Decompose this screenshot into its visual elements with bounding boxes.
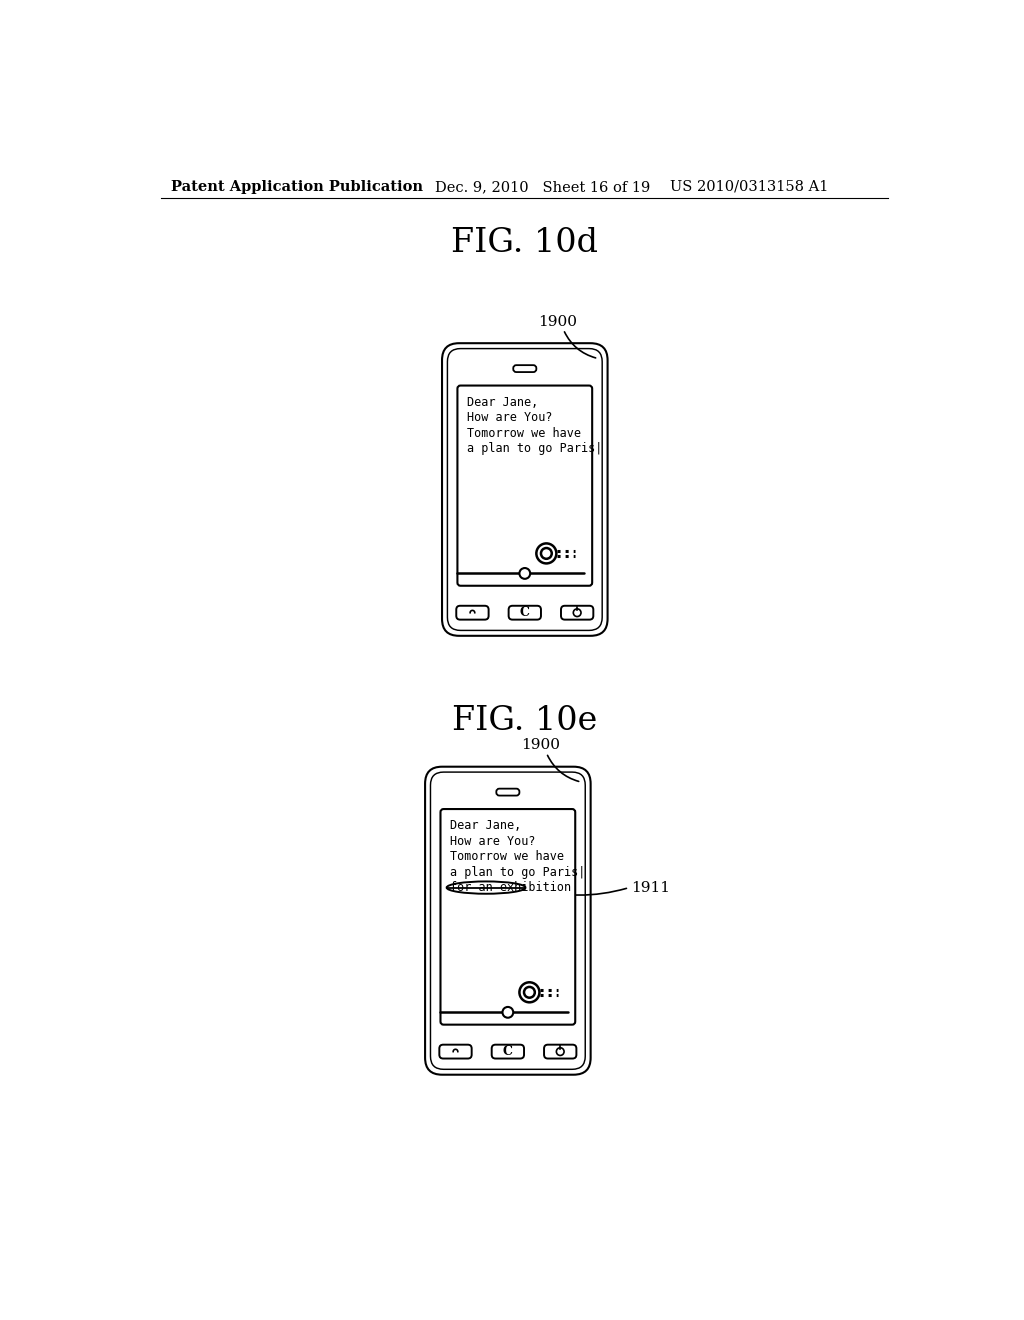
Text: US 2010/0313158 A1: US 2010/0313158 A1 [670, 180, 828, 194]
Text: 1911: 1911 [631, 880, 670, 895]
Circle shape [503, 1007, 513, 1018]
FancyBboxPatch shape [497, 788, 519, 796]
FancyBboxPatch shape [561, 606, 593, 619]
Circle shape [519, 568, 530, 579]
FancyBboxPatch shape [439, 1044, 472, 1059]
Text: Tomorrow we have: Tomorrow we have [450, 850, 564, 863]
Text: a plan to go Paris|: a plan to go Paris| [467, 442, 602, 455]
Text: Patent Application Publication: Patent Application Publication [171, 180, 423, 194]
Text: for an exhibition: for an exhibition [450, 880, 570, 894]
Text: How are You?: How are You? [467, 412, 552, 425]
FancyBboxPatch shape [430, 772, 586, 1069]
Text: FIG. 10e: FIG. 10e [453, 705, 597, 737]
Text: How are You?: How are You? [450, 834, 536, 847]
FancyBboxPatch shape [509, 606, 541, 619]
FancyBboxPatch shape [442, 343, 607, 636]
Circle shape [524, 987, 535, 998]
Circle shape [556, 1048, 564, 1056]
Circle shape [519, 982, 540, 1002]
Text: a plan to go Paris|: a plan to go Paris| [450, 866, 585, 879]
FancyBboxPatch shape [440, 809, 575, 1024]
Text: 1900: 1900 [520, 738, 560, 752]
Circle shape [573, 609, 581, 616]
Text: 1900: 1900 [538, 314, 577, 329]
FancyBboxPatch shape [458, 385, 592, 586]
FancyBboxPatch shape [457, 606, 488, 619]
Text: Dec. 9, 2010   Sheet 16 of 19: Dec. 9, 2010 Sheet 16 of 19 [435, 180, 650, 194]
Text: C: C [520, 606, 529, 619]
Text: Dear Jane,: Dear Jane, [450, 820, 521, 833]
Text: Tomorrow we have: Tomorrow we have [467, 426, 581, 440]
Text: Dear Jane,: Dear Jane, [467, 396, 538, 409]
FancyBboxPatch shape [425, 767, 591, 1074]
Text: C: C [503, 1045, 513, 1059]
Circle shape [541, 548, 552, 558]
FancyBboxPatch shape [544, 1044, 577, 1059]
Circle shape [537, 544, 556, 564]
FancyBboxPatch shape [492, 1044, 524, 1059]
FancyBboxPatch shape [513, 366, 537, 372]
FancyBboxPatch shape [447, 348, 602, 631]
Text: FIG. 10d: FIG. 10d [452, 227, 598, 259]
